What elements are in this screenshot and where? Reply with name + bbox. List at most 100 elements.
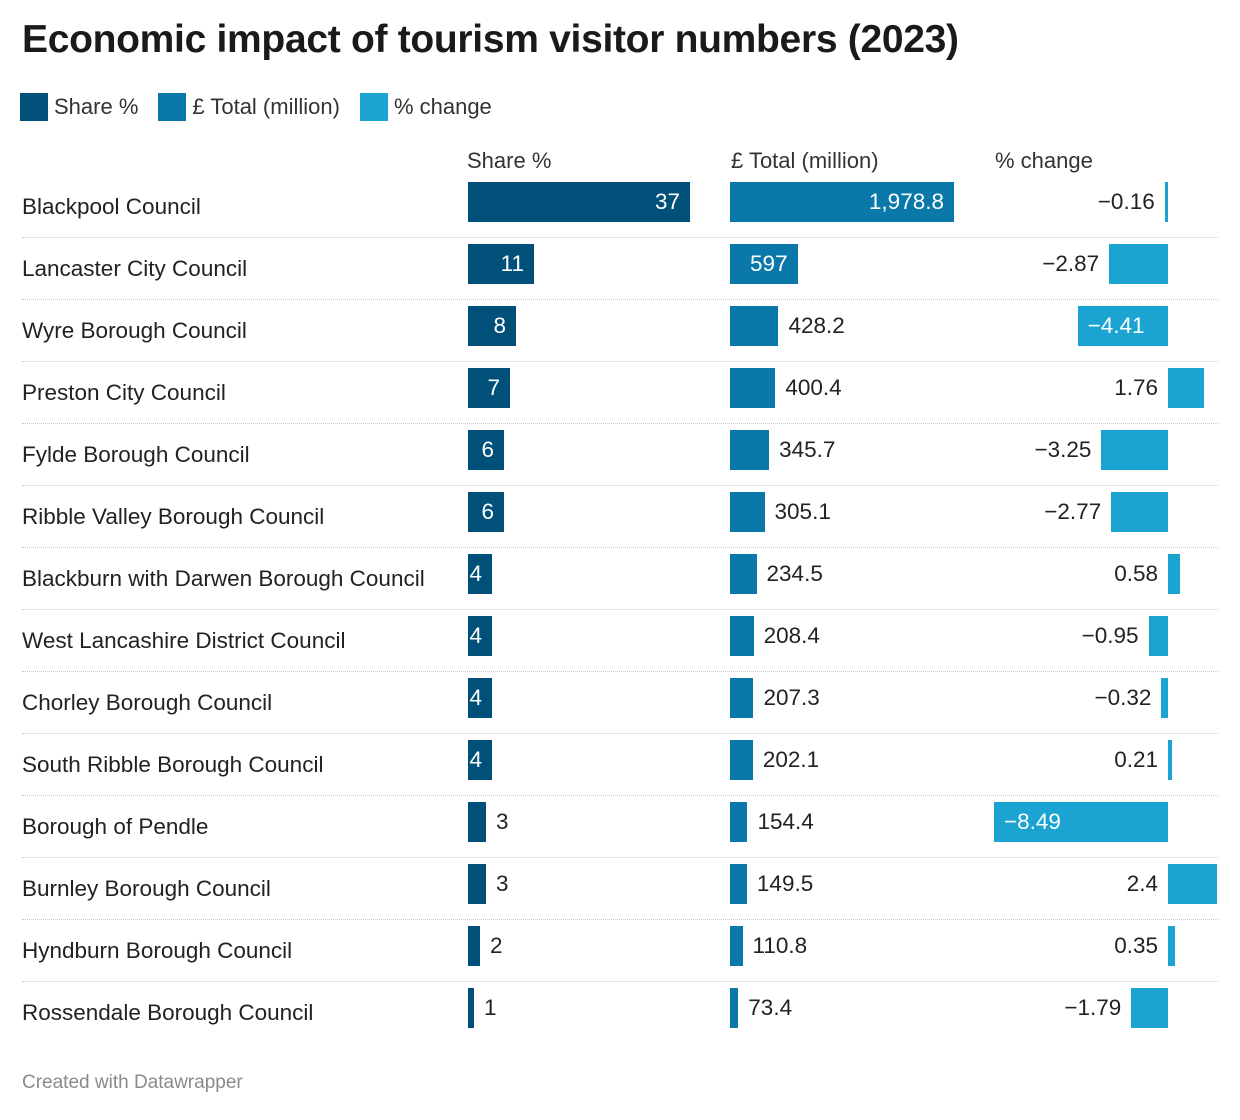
change-bar [1168,740,1173,780]
legend: Share % £ Total (million) % change [20,92,512,122]
change-bar [993,802,1168,842]
total-bar [730,492,765,532]
legend-label-total: £ Total (million) [192,94,340,119]
share-value: 7 [487,375,500,400]
change-value: −2.87 [1042,251,1100,276]
legend-item-share: Share % [20,93,138,121]
total-value: 73.4 [748,995,793,1020]
legend-label-change: % change [393,94,492,119]
total-value: 202.1 [762,747,820,772]
table-row: Fylde Borough Council 6 345.7 −3.25 [22,424,1218,486]
total-value: 149.5 [756,871,814,896]
total-value: 428.2 [788,313,845,338]
column-header-total: £ Total (million) [731,148,879,173]
column-header-share: Share % [467,148,552,173]
total-value: 400.4 [785,375,842,400]
total-bar [730,430,770,470]
change-value: 0.35 [1114,933,1158,958]
row-divider [22,795,1218,796]
table-row: Burnley Borough Council 3 149.5 2.4 [22,858,1218,920]
row-label: Burnley Borough Council [22,876,271,901]
total-value: 208.4 [763,623,820,648]
row-label: Borough of Pendle [22,814,209,839]
row-divider [22,299,1218,300]
share-value: 4 [469,747,482,772]
table-row: Wyre Borough Council 8 428.2 −4.41 [22,300,1218,362]
share-value: 6 [481,437,494,462]
change-value: −0.95 [1081,623,1139,648]
row-label: Rossendale Borough Council [22,1000,314,1025]
change-bar [1109,244,1168,284]
legend-swatch-share [20,93,48,121]
share-bar [468,926,480,966]
row-label: Hyndburn Borough Council [22,938,293,963]
row-divider [22,237,1218,238]
row-label: Ribble Valley Borough Council [22,504,325,529]
row-divider [22,485,1218,486]
table-row: Hyndburn Borough Council 2 110.8 0.35 [22,920,1218,982]
table-row: Blackburn with Darwen Borough Council 4 23… [22,548,1218,610]
row-divider [22,547,1218,548]
total-value: 345.7 [779,437,836,462]
legend-swatch-total [158,93,187,121]
share-value: 11 [500,251,524,276]
table-row: Blackpool Council 37 1,978.8 −0.16 [22,176,1218,238]
total-bar [730,926,743,966]
change-bar [1131,988,1168,1028]
chart-title: Economic impact of tourism visitor numbe… [22,18,959,61]
table-row: Lancaster City Council 11 597 −2.87 [22,238,1218,300]
legend-item-total: £ Total (million) [158,93,340,121]
change-bar [1168,368,1205,408]
share-bar [468,430,504,470]
total-value: 305.1 [774,499,831,524]
footer-credit: Created with Datawrapper [22,1072,243,1093]
legend-swatch-change [359,93,388,121]
change-value: −4.41 [1087,313,1145,338]
total-bar [730,306,779,346]
share-bar [468,802,486,842]
share-value: 1 [484,995,497,1020]
change-value: −1.79 [1064,995,1122,1020]
share-bar [468,368,510,408]
change-bar [1111,492,1168,532]
share-bar [468,554,492,594]
change-value: 1.76 [1114,375,1158,400]
change-bar [1148,616,1168,656]
share-value: 2 [490,933,503,958]
change-value: −3.25 [1034,437,1092,462]
table-row: South Ribble Borough Council 4 202.1 0.21 [22,734,1218,796]
share-value: 37 [654,189,680,214]
share-value: 8 [493,313,506,338]
row-divider [22,671,1218,672]
legend-item-change: % change [359,93,492,121]
share-bar [468,864,486,904]
change-value: −0.16 [1097,189,1155,214]
share-bar [468,244,534,284]
row-divider [22,733,1218,734]
row-divider [22,609,1218,610]
table-row: Preston City Council 7 400.4 1.76 [22,362,1218,424]
total-bar [730,740,753,780]
legend-label-share: Share % [54,94,139,119]
change-value: 0.58 [1114,561,1158,586]
total-value: 154.4 [757,809,814,834]
total-bar [730,368,776,408]
row-divider [22,361,1218,362]
share-bar [468,182,690,222]
row-label: South Ribble Borough Council [22,752,324,777]
change-value: −2.77 [1044,499,1102,524]
total-value: 207.3 [763,685,820,710]
total-bar [730,616,754,656]
row-label: Blackpool Council [22,194,201,219]
total-value: 234.5 [766,561,823,586]
share-value: 4 [469,623,482,648]
change-value: −0.32 [1094,685,1152,710]
total-bar [730,244,798,284]
share-bar [468,616,492,656]
total-bar [730,182,954,222]
table-row: West Lancashire District Council 4 208.4 −0… [22,610,1218,672]
total-bar [730,678,754,718]
share-value: 6 [481,499,494,524]
change-bar [1101,430,1168,470]
change-value: −8.49 [1003,809,1061,834]
